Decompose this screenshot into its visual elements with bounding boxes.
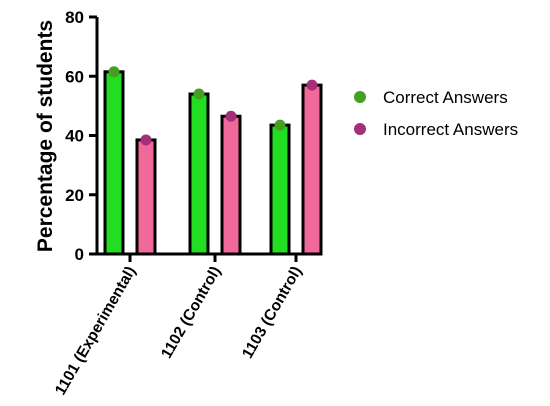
legend-label: Incorrect Answers [383, 120, 518, 139]
data-point-correct [274, 119, 286, 131]
bar-incorrect [220, 114, 242, 256]
y-axis-ticks: 0 20 40 60 80 [65, 8, 97, 264]
legend: Correct Answers Incorrect Answers [354, 88, 518, 139]
y-tick-label: 60 [65, 67, 84, 86]
category-label: 1101 (Experimental) [52, 264, 140, 399]
bar-incorrect [301, 83, 323, 256]
legend-label: Correct Answers [383, 88, 508, 107]
x-axis-ticks: 1101 (Experimental) 1102 (Control) 1103 (C… [52, 254, 305, 399]
data-point-incorrect [306, 79, 318, 91]
y-axis-label: Percentage of students [34, 20, 57, 252]
category-label: 1103 (Control) [239, 264, 305, 362]
y-tick-label: 20 [65, 186, 84, 205]
y-tick-label: 80 [65, 8, 84, 27]
bar-correct [188, 92, 210, 256]
bar-correct [103, 70, 125, 256]
data-point-correct [108, 66, 120, 78]
data-point-incorrect [225, 110, 237, 122]
bars [103, 70, 323, 256]
data-point-incorrect [140, 134, 152, 146]
y-tick-label: 40 [65, 127, 84, 146]
legend-marker [354, 91, 366, 103]
bar-correct [269, 123, 291, 256]
bar-incorrect [135, 138, 157, 256]
data-points [108, 66, 318, 146]
category-label: 1102 (Control) [158, 264, 224, 362]
y-tick-label: 0 [75, 245, 84, 264]
data-point-correct [193, 88, 205, 100]
legend-marker [354, 123, 366, 135]
